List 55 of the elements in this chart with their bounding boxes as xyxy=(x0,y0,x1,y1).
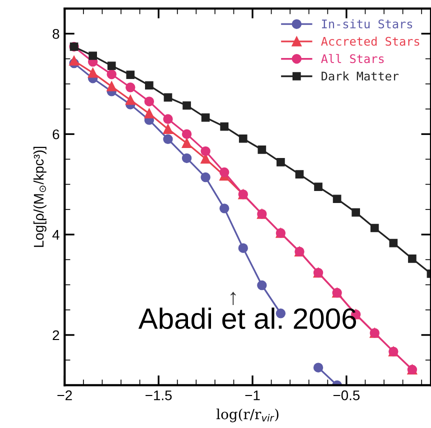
point xyxy=(69,56,79,66)
point xyxy=(200,172,210,182)
point xyxy=(408,254,416,263)
point xyxy=(163,114,173,124)
point xyxy=(352,208,360,217)
point xyxy=(126,70,135,80)
point xyxy=(182,153,192,164)
x-axis-title: log(r/r$_{vir}$) xyxy=(216,408,278,422)
point xyxy=(145,81,154,90)
y-tick-label: 6 xyxy=(52,129,60,140)
point xyxy=(389,238,398,248)
legend-label: All Stars xyxy=(321,54,384,64)
x-tick-label: −1 xyxy=(245,390,260,400)
point xyxy=(106,82,116,92)
point xyxy=(144,108,154,118)
y-tick-label: 2 xyxy=(52,330,60,340)
point xyxy=(88,52,97,60)
point xyxy=(219,167,230,178)
point xyxy=(182,129,192,139)
point xyxy=(238,134,248,143)
point xyxy=(200,146,210,156)
legend-label: Dark Matter xyxy=(322,71,399,81)
point xyxy=(332,194,342,204)
point xyxy=(164,93,172,102)
point xyxy=(201,113,210,122)
annotation: Abadi et al. 2006 xyxy=(138,308,356,329)
x-tick-label: −1.5 xyxy=(146,390,172,400)
point xyxy=(88,68,98,78)
y-tick-label: 4 xyxy=(52,230,60,240)
point xyxy=(163,134,173,144)
point xyxy=(106,69,116,80)
point xyxy=(276,158,285,166)
point xyxy=(182,138,192,148)
point xyxy=(258,146,266,154)
point xyxy=(126,95,136,105)
point xyxy=(163,124,173,134)
point xyxy=(107,62,116,70)
y-tick-label: 8 xyxy=(52,29,60,39)
annotation: ↑ xyxy=(230,292,236,305)
point xyxy=(295,170,304,178)
x-tick-label: −2 xyxy=(57,390,72,400)
point xyxy=(314,182,322,192)
legend-label: In-situ Stars xyxy=(322,19,412,28)
point xyxy=(182,101,191,110)
point xyxy=(370,224,379,232)
point xyxy=(144,96,154,106)
legend-label: Accreted Stars xyxy=(321,36,420,46)
point xyxy=(313,362,324,372)
x-tick-label: −0.5 xyxy=(333,390,360,400)
point xyxy=(257,280,267,290)
point xyxy=(219,204,230,214)
point xyxy=(238,243,248,253)
y-axis-title: Log[ρ/(M$_{⊙}$/kpc³)] xyxy=(33,146,46,247)
point xyxy=(220,122,229,131)
point xyxy=(126,82,136,92)
